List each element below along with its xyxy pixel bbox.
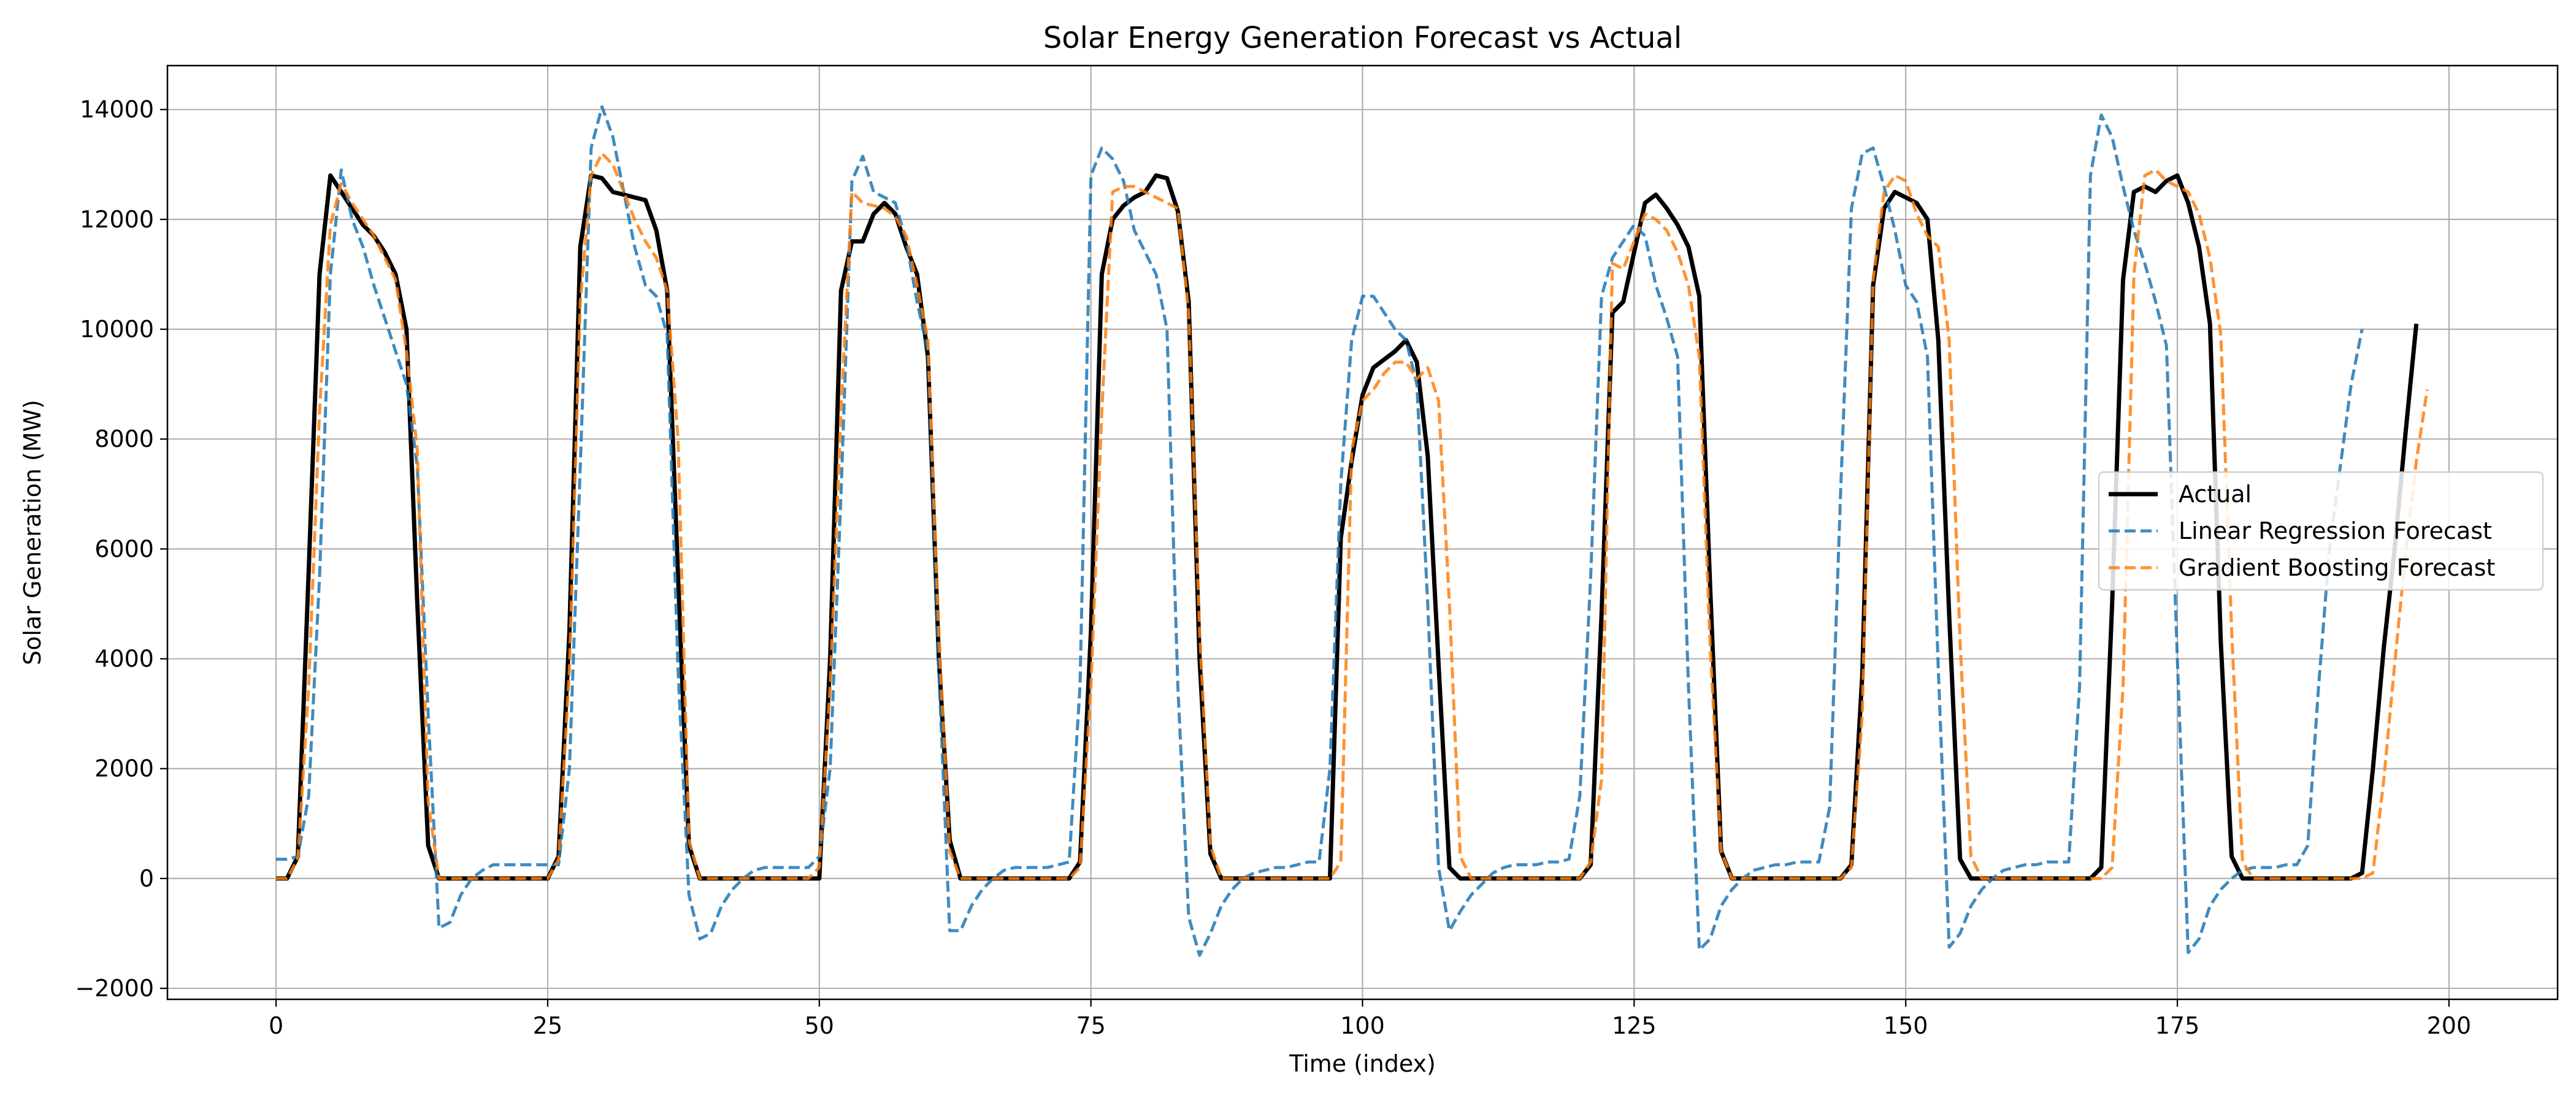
- series-line-linear-regression: [276, 105, 2364, 957]
- x-tick-label: 25: [533, 1012, 562, 1039]
- x-tick-label: 50: [805, 1012, 834, 1039]
- legend-label: Gradient Boosting Forecast: [2179, 554, 2495, 581]
- legend-label: Actual: [2179, 481, 2252, 508]
- legend-label: Linear Regression Forecast: [2179, 517, 2492, 544]
- x-tick-label: 100: [1340, 1012, 1385, 1039]
- grid-lines: [167, 66, 2558, 999]
- axis-ticks: 0 25 50 75 100 125 150 175 200 −2000 0 2000 4000 6000…: [75, 96, 2471, 1039]
- series-line-gradient-boosting: [276, 151, 2429, 880]
- x-tick-label: 75: [1076, 1012, 1105, 1039]
- y-tick-label: 2000: [94, 755, 154, 782]
- x-tick-label: 150: [1884, 1012, 1928, 1039]
- y-tick-label: 4000: [94, 646, 154, 673]
- x-tick-label: 125: [1612, 1012, 1657, 1039]
- x-axis-label: Time (index): [1289, 1050, 1436, 1077]
- series-layer: [276, 105, 2429, 957]
- x-tick-label: 0: [269, 1012, 283, 1039]
- legend: Actual Linear Regression Forecast Gradient…: [2098, 471, 2544, 591]
- x-tick-label: 175: [2155, 1012, 2200, 1039]
- y-tick-label: 10000: [80, 316, 154, 343]
- y-tick-label: 0: [139, 865, 154, 892]
- y-tick-label: 6000: [94, 535, 154, 562]
- y-tick-label: −2000: [75, 975, 154, 1002]
- y-tick-label: 14000: [80, 96, 154, 123]
- y-axis-label: Solar Generation (MW): [19, 400, 46, 665]
- legend-box: [2098, 471, 2544, 591]
- y-tick-label: 12000: [80, 206, 154, 233]
- chart-title: Solar Energy Generation Forecast vs Actu…: [1043, 21, 1682, 55]
- x-tick-label: 200: [2427, 1012, 2472, 1039]
- y-tick-label: 8000: [94, 425, 154, 452]
